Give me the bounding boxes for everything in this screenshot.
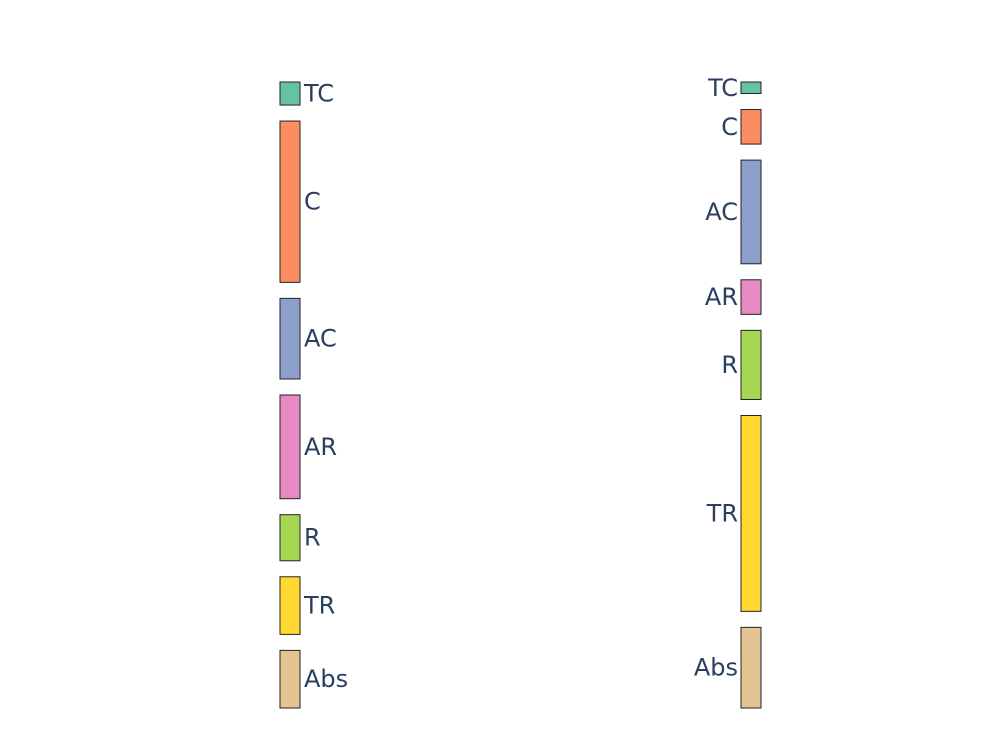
link-tc-to-tc[interactable] — [300, 82, 741, 94]
target-node-c[interactable] — [740, 109, 762, 145]
source-node-r[interactable] — [279, 514, 301, 562]
target-label-tr: TR — [706, 499, 738, 527]
source-label-r: R — [304, 524, 321, 552]
link-tr-to-tr[interactable] — [300, 542, 741, 588]
link-c-to-ac[interactable] — [300, 156, 741, 264]
nodes-layer — [279, 81, 762, 709]
link-ar-to-abs[interactable] — [300, 476, 741, 651]
source-label-abs: Abs — [304, 665, 348, 693]
source-label-c: C — [304, 188, 321, 216]
link-abs-to-tr[interactable] — [300, 554, 741, 708]
source-node-abs[interactable] — [279, 649, 301, 709]
link-ac-to-r[interactable] — [300, 310, 741, 365]
link-ar-to-r[interactable] — [300, 365, 741, 430]
source-node-ac[interactable] — [279, 297, 301, 380]
target-node-abs[interactable] — [740, 626, 762, 709]
source-node-ar[interactable] — [279, 394, 301, 500]
links-layer — [300, 82, 741, 708]
link-tr-to-abs[interactable] — [300, 588, 741, 708]
source-label-tc: TC — [303, 80, 334, 108]
source-node-tc[interactable] — [279, 81, 301, 106]
link-r-to-abs[interactable] — [300, 549, 741, 662]
target-label-ar: AR — [705, 283, 738, 311]
source-node-c[interactable] — [279, 120, 301, 283]
source-label-ac: AC — [304, 325, 337, 353]
link-ac-to-tr[interactable] — [300, 333, 741, 462]
target-node-tc[interactable] — [740, 81, 762, 95]
target-node-r[interactable] — [740, 329, 762, 400]
link-ar-to-tr[interactable] — [300, 430, 741, 508]
link-ac-to-ar[interactable] — [300, 298, 741, 314]
link-c-to-c[interactable] — [300, 110, 741, 156]
labels-layer: TC C AC AR R TR Abs TC C AC AR R TR Abs — [302, 72, 740, 694]
link-r-to-tr[interactable] — [300, 508, 741, 550]
link-tc-to-ac[interactable] — [300, 94, 741, 172]
link-c-to-r[interactable] — [300, 271, 741, 342]
target-label-r: R — [721, 351, 738, 379]
source-label-ar: AR — [304, 433, 337, 461]
target-label-tc: TC — [707, 74, 738, 102]
link-c-to-ar[interactable] — [300, 248, 741, 303]
target-node-tr[interactable] — [740, 414, 762, 612]
source-label-tr: TR — [303, 592, 335, 620]
target-label-c: C — [721, 113, 738, 141]
target-node-ar[interactable] — [740, 279, 762, 315]
source-node-tr[interactable] — [279, 576, 301, 635]
target-label-ac: AC — [705, 198, 738, 226]
target-node-ac[interactable] — [740, 159, 762, 265]
target-label-abs: Abs — [694, 654, 738, 682]
